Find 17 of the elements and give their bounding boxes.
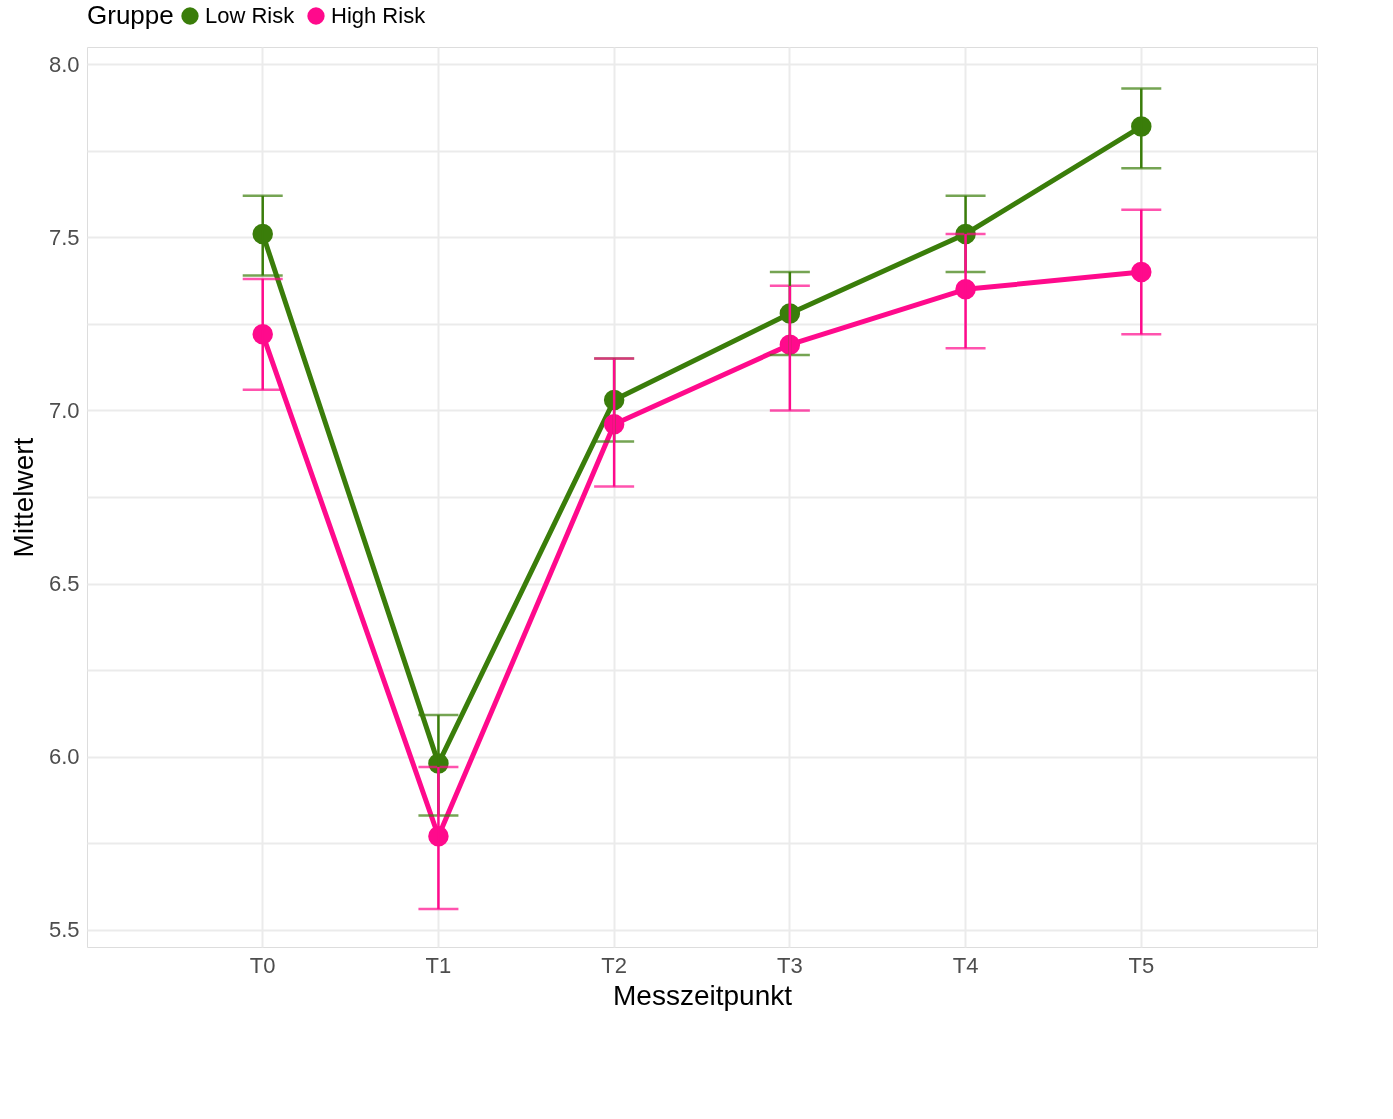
y-tick-label: 7.5 [48,224,80,250]
y-tick-label: 6.5 [48,571,80,597]
y-tick-label: 6.0 [48,744,80,770]
x-axis-title: Messzeitpunkt [613,979,793,1011]
x-tick-label: T0 [249,952,276,978]
x-tick-label: T1 [425,952,452,978]
legend-label: High Risk [331,3,427,28]
y-tick-label: 7.0 [48,397,80,423]
y-tick-label: 5.5 [48,917,80,943]
x-tick-label: T2 [601,952,627,978]
x-tick-label: T3 [777,952,803,978]
legend-label: Low Risk [205,3,296,28]
x-tick-label: T4 [952,952,979,978]
y-axis-title: Mittelwert [7,437,39,558]
y-tick-label: 8.0 [48,51,80,77]
x-tick-label: T5 [1128,952,1155,978]
legend-title: Gruppe [87,0,174,30]
